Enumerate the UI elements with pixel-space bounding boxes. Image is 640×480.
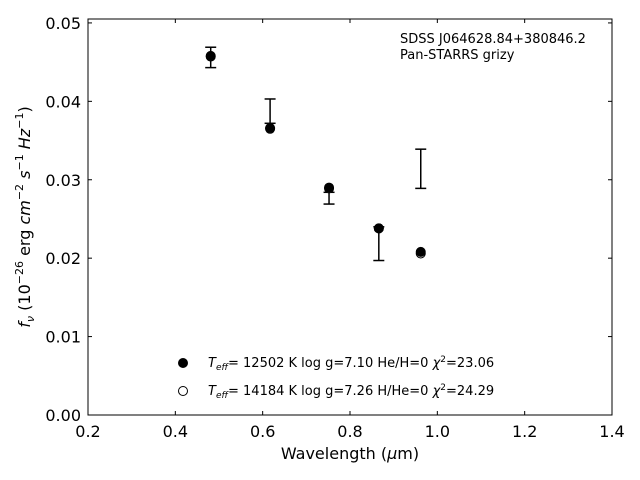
legend: Teff= 12502 K log g=7.10 He/H=0 χ2=23.06…	[178, 355, 494, 401]
legend-marker-open	[178, 386, 188, 396]
object-name-label: SDSS J064628.84+380846.2	[400, 32, 586, 47]
model-point-filled	[324, 182, 335, 193]
y-tick-label: 0.00	[45, 406, 81, 425]
legend-entry-1: Teff= 12502 K log g=7.10 He/H=0 χ2=23.06	[208, 355, 494, 373]
x-tick-label: 1.4	[599, 422, 624, 441]
y-axis-label: fν (10−26 erg cm−2 s−1 Hz−1)	[13, 106, 37, 327]
y-tick-label: 0.05	[45, 14, 81, 33]
x-tick-label: 0.4	[163, 422, 188, 441]
model-point-filled	[265, 122, 276, 133]
x-axis-label: Wavelength (μm)	[281, 444, 419, 463]
model-point-filled	[373, 223, 384, 234]
legend-marker-filled	[178, 358, 188, 368]
model-points	[205, 50, 426, 259]
x-tick-label: 0.2	[75, 422, 100, 441]
y-tick-label: 0.03	[45, 171, 81, 190]
model-point-filled	[415, 246, 426, 257]
y-tick-label: 0.02	[45, 249, 81, 268]
x-tick-label: 0.8	[337, 422, 362, 441]
y-tick-label: 0.01	[45, 328, 81, 347]
observed-error-bars	[205, 46, 427, 262]
x-tick-label: 1.0	[425, 422, 450, 441]
x-tick-label: 0.6	[250, 422, 275, 441]
model-point-filled	[205, 50, 216, 61]
y-tick-label: 0.04	[45, 92, 81, 111]
survey-label: Pan-STARRS grizy	[400, 48, 515, 63]
axis-ticks: 0.2 0.4 0.6 0.8 1.0 1.2 1.4 0.00 0.01 0.02 0.03 0.0…	[45, 14, 624, 441]
x-tick-label: 1.2	[512, 422, 537, 441]
legend-entry-2: Teff= 14184 K log g=7.26 H/He=0 χ2=24.29	[208, 383, 494, 401]
